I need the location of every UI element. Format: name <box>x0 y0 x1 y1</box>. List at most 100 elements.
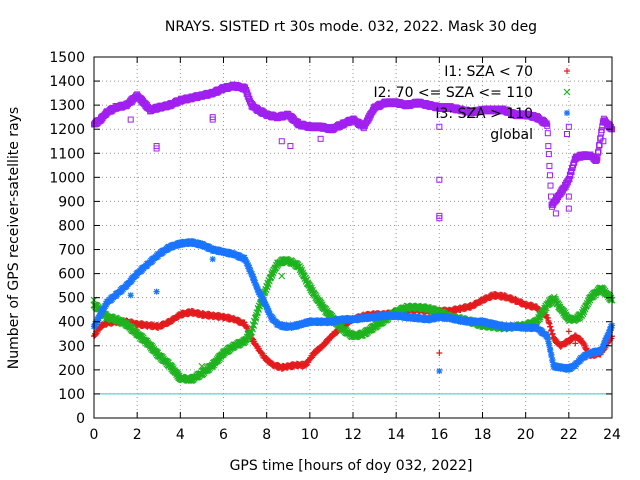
x-tick-label: 0 <box>90 427 99 443</box>
data-point-outlier <box>436 176 443 183</box>
chart-title: NRAYS. SISTED rt 30s mode. 032, 2022. Ma… <box>165 19 537 35</box>
data-point-outlier <box>436 215 443 222</box>
x-tick-label: 18 <box>474 427 492 443</box>
data-point <box>544 130 551 137</box>
data-point-outlier <box>209 256 216 263</box>
data-point <box>545 143 552 150</box>
data-point-outlier <box>565 328 572 335</box>
data-point-outlier <box>127 116 134 123</box>
data-point <box>264 305 271 312</box>
y-tick-label: 1500 <box>49 50 85 66</box>
y-tick-label: 900 <box>58 194 85 210</box>
data-point <box>98 310 105 317</box>
data-point <box>567 168 574 175</box>
legend-marker-1 <box>563 88 571 96</box>
data-point <box>103 301 110 308</box>
data-point <box>94 317 101 324</box>
data-point <box>568 168 575 175</box>
data-point <box>607 125 614 132</box>
data-point <box>600 343 607 350</box>
legend-label-3: global <box>490 127 533 143</box>
data-point <box>547 347 554 354</box>
data-point <box>546 162 553 169</box>
data-point-outlier <box>209 116 216 123</box>
legend-marker-3 <box>564 131 570 137</box>
x-tick-label: 12 <box>344 427 362 443</box>
x-tick-label: 14 <box>387 427 405 443</box>
data-point <box>547 182 554 189</box>
y-tick-label: 0 <box>76 411 85 427</box>
x-axis-label: GPS time [hours of doy 032, 2022] <box>230 458 473 474</box>
data-point-outlier <box>287 143 294 150</box>
x-tick-label: 2 <box>133 427 142 443</box>
data-point <box>255 286 262 293</box>
data-point <box>549 356 556 363</box>
legend-label-2: I3: SZA > 110 <box>435 106 533 122</box>
data-point <box>251 276 258 283</box>
y-tick-label: 1300 <box>49 98 85 114</box>
data-point-outlier <box>565 123 572 130</box>
data-point <box>246 264 253 271</box>
y-axis-label: Number of GPS receiver-satellite rays <box>6 107 22 369</box>
data-point <box>594 149 601 156</box>
x-tick-label: 20 <box>517 427 535 443</box>
legend: I1: SZA < 70 I2: 70 <= SZA <= 110 I3: SZA … <box>373 64 571 143</box>
legend-marker-2 <box>564 110 570 116</box>
data-point-outlier <box>198 362 206 370</box>
x-tick-label: 8 <box>262 427 271 443</box>
data-point <box>548 351 555 358</box>
data-point <box>598 127 605 134</box>
y-tick-label: 500 <box>58 291 85 307</box>
data-point-outlier <box>278 272 286 280</box>
data-point <box>606 329 613 336</box>
x-tick-label: 6 <box>219 427 228 443</box>
data-point-outlier <box>278 138 285 145</box>
data-point-outlier <box>436 350 443 357</box>
series-layer <box>90 81 616 385</box>
data-point <box>93 319 100 326</box>
data-point <box>546 172 553 179</box>
data-point <box>245 262 252 269</box>
y-tick-label: 800 <box>58 218 85 234</box>
data-point-outlier <box>565 193 572 200</box>
y-tick-label: 300 <box>58 339 85 355</box>
data-point <box>602 338 609 345</box>
x-tick-label: 24 <box>603 427 621 443</box>
x-tick-label: 16 <box>430 427 448 443</box>
data-point-outlier <box>436 123 443 130</box>
data-point <box>607 327 614 334</box>
y-tick-label: 1400 <box>49 74 85 90</box>
data-point <box>250 273 257 280</box>
data-point <box>265 307 272 314</box>
x-tick-label: 4 <box>176 427 185 443</box>
data-point-outlier <box>565 205 572 212</box>
data-point <box>592 157 599 164</box>
x-tick-label: 22 <box>560 427 578 443</box>
data-point <box>595 148 602 155</box>
data-point <box>263 303 270 310</box>
data-point <box>249 270 256 277</box>
data-point-outlier <box>317 135 324 142</box>
y-tick-label: 600 <box>58 267 85 283</box>
y-tick-label: 400 <box>58 315 85 331</box>
data-point <box>596 142 603 149</box>
data-point <box>245 92 252 99</box>
y-tick-label: 200 <box>58 363 85 379</box>
data-point <box>596 141 603 148</box>
y-tick-label: 700 <box>58 243 85 259</box>
data-point <box>566 176 573 183</box>
data-point-outlier <box>436 368 443 375</box>
x-tick-label: 10 <box>301 427 319 443</box>
series-3 <box>91 81 615 222</box>
data-point <box>546 342 553 349</box>
data-point-outlier <box>600 138 607 145</box>
data-point <box>544 122 551 129</box>
y-tick-label: 1000 <box>49 170 85 186</box>
data-point <box>601 341 608 348</box>
legend-label-1: I2: 70 <= SZA <= 110 <box>373 85 533 101</box>
y-tick-label: 100 <box>58 387 85 403</box>
data-point <box>545 151 552 158</box>
data-point-outlier <box>572 340 579 347</box>
series-2 <box>91 238 615 375</box>
y-tick-label: 1100 <box>49 146 85 162</box>
